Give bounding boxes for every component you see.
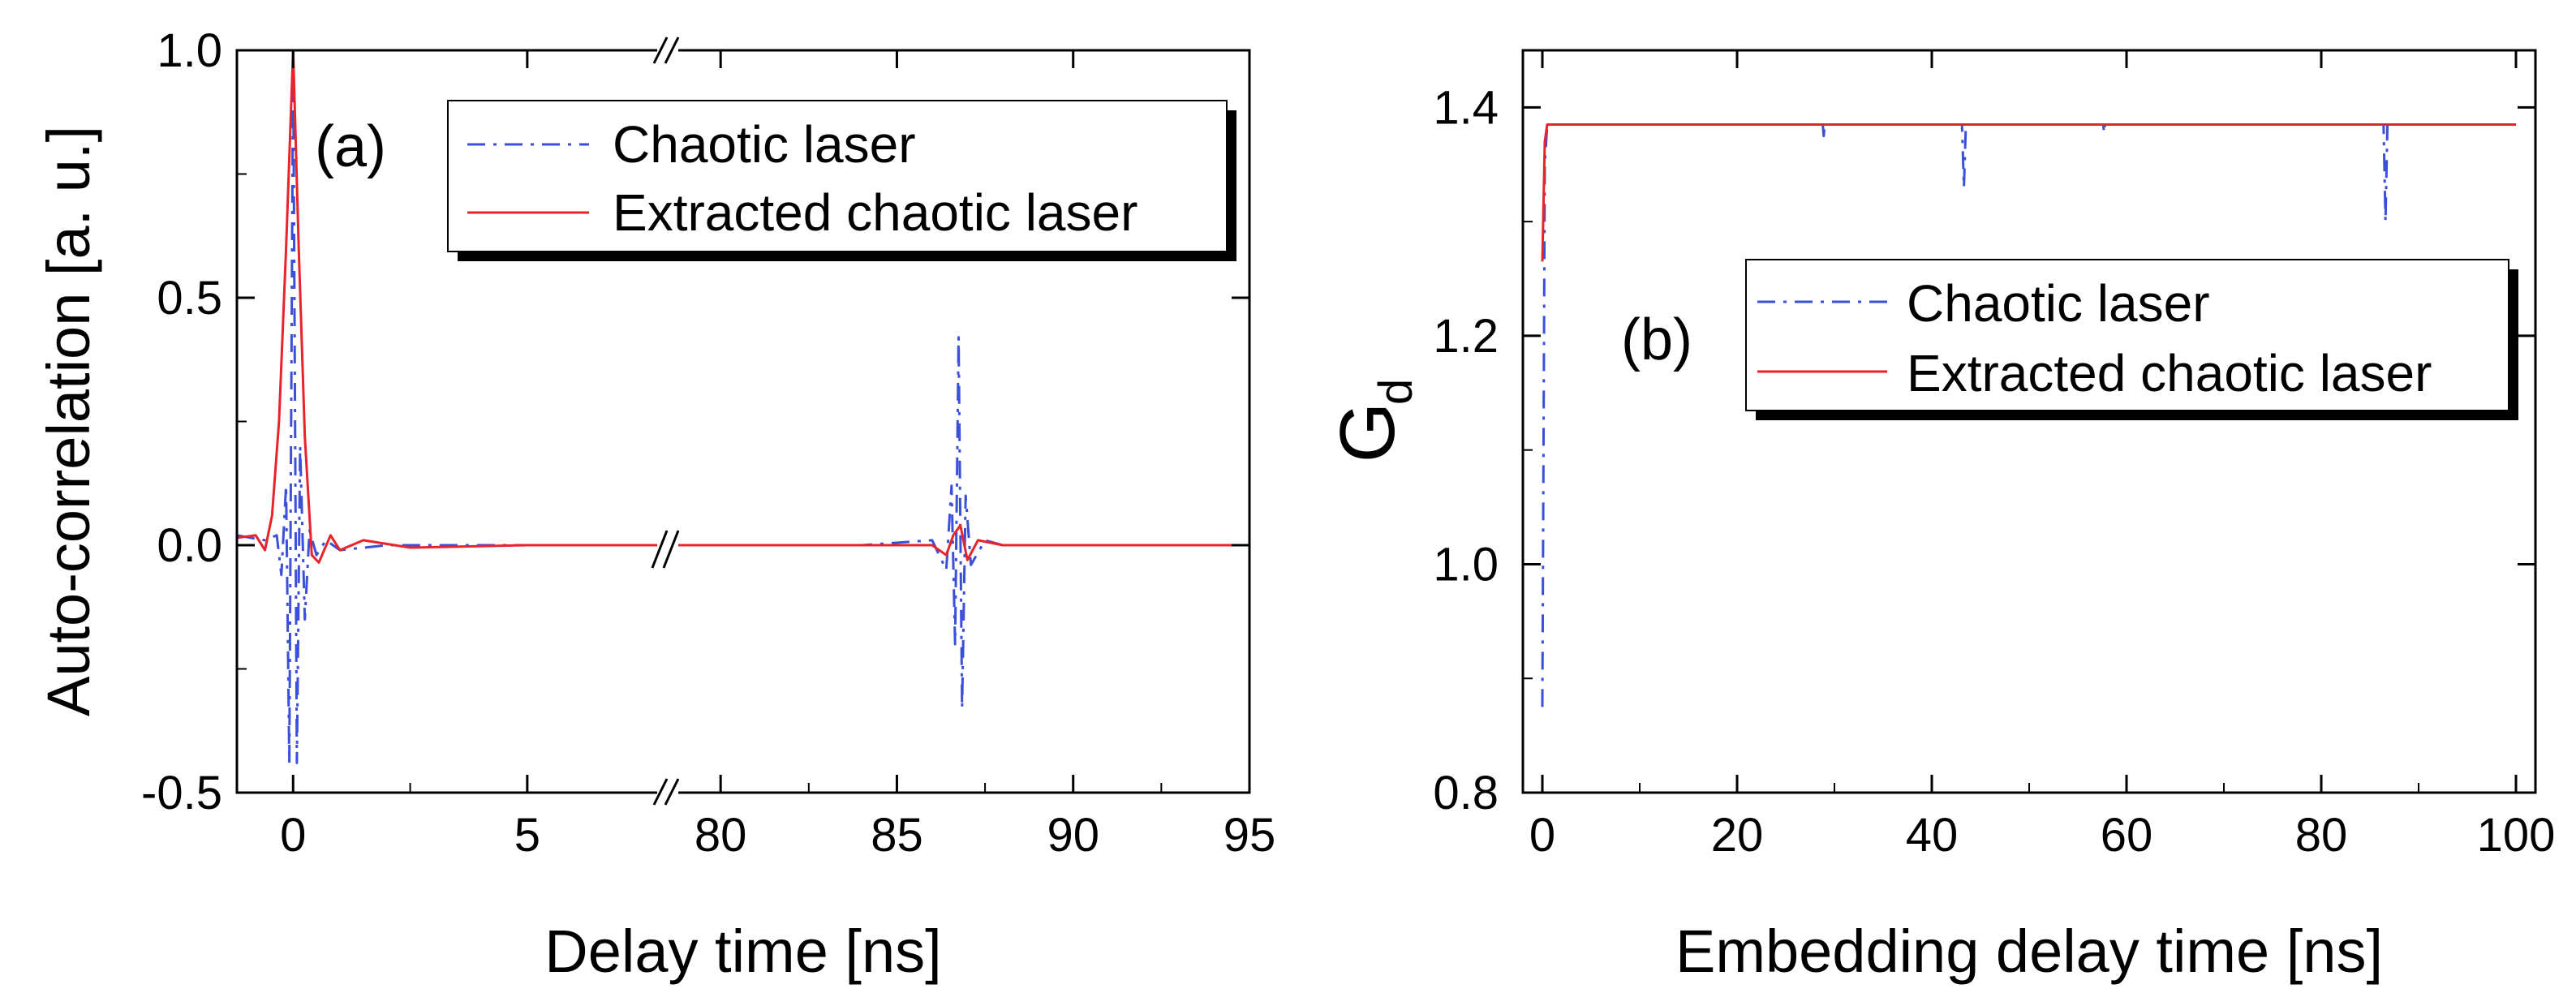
panel-a-ytick-label: 1.0 <box>157 24 222 77</box>
panel-a-x-axis-title: Delay time [ns] <box>544 918 941 985</box>
panel-b-ytick-label: 1.2 <box>1433 310 1499 363</box>
legend-label-extracted: Extracted chaotic laser <box>1907 344 2432 402</box>
panel-a-series-extracted-seg1 <box>237 50 668 564</box>
panel-a-ytick-label: 0.0 <box>157 519 222 572</box>
panel-b-legend: Chaotic laser Extracted chaotic laser <box>1745 259 2518 420</box>
panel-a-series-chaotic-seg1 <box>237 50 668 764</box>
panel-a-ticks: 0 5 80 85 90 95 -0.5 0.0 0.5 1.0 <box>141 24 1275 862</box>
panel-b-y-axis-title: G d <box>1324 379 1422 463</box>
panel-a-xtick-label: 95 <box>1223 809 1276 862</box>
panel-b-series-extracted <box>1541 123 2516 262</box>
legend-label-chaotic: Chaotic laser <box>1907 274 2210 333</box>
panel-b-legend-box <box>1745 259 2509 411</box>
panel-b-xtick-label: 60 <box>2101 809 2153 862</box>
panel-a-xtick-label: 0 <box>280 809 306 862</box>
panel-a-xtick-label: 90 <box>1047 809 1099 862</box>
panel-a-xtick-label: 85 <box>871 809 923 862</box>
panel-a-ytick-label: 0.5 <box>157 272 222 325</box>
panel-a-xtick-label: 5 <box>514 809 540 862</box>
chart-panel-a: 0 5 80 85 90 95 -0.5 0.0 0.5 1.0 (a) Chaotic lase… <box>35 24 1275 985</box>
panel-a-xtick-label: 80 <box>695 809 747 862</box>
panel-b-xtick-label: 100 <box>2477 809 2556 862</box>
panel-a-series-group <box>237 50 1249 764</box>
panel-a-series-extracted-seg2 <box>668 524 1249 561</box>
panel-b-ytick-label: 1.0 <box>1433 538 1499 591</box>
panel-b-xtick-label: 40 <box>1906 809 1959 862</box>
panel-b-xtick-label: 0 <box>1529 809 1555 862</box>
axis-break-middle <box>651 530 680 569</box>
panel-a-legend-box <box>447 100 1228 252</box>
legend-label-chaotic: Chaotic laser <box>613 115 916 174</box>
legend-label-extracted: Extracted chaotic laser <box>613 183 1137 242</box>
panel-a-ytick-label: -0.5 <box>141 767 222 819</box>
svg-text:d: d <box>1370 379 1422 405</box>
panel-b-label: (b) <box>1621 307 1692 372</box>
panel-b-ytick-label: 1.4 <box>1433 81 1499 134</box>
axis-break-bottom <box>652 778 680 806</box>
panel-a-label: (a) <box>315 114 386 179</box>
panel-a-y-axis-title: Auto-correlation [a. u.] <box>35 126 102 716</box>
panel-b-ytick-label: 0.8 <box>1433 767 1499 819</box>
panel-a-legend: Chaotic laser Extracted chaotic laser <box>447 100 1236 261</box>
panel-a-series-chaotic-seg2 <box>668 336 1249 710</box>
chart-panel-b: 0 20 40 60 80 100 0.8 1.0 1.2 1.4 (b) Chaotic las… <box>1324 49 2555 985</box>
axis-break-top <box>652 37 680 64</box>
panel-b-series-group <box>1541 123 2516 707</box>
svg-text:G: G <box>1324 402 1411 463</box>
panel-b-x-axis-title: Embedding delay time [ns] <box>1675 918 2383 985</box>
panel-b-ticks: 0 20 40 60 80 100 0.8 1.0 1.2 1.4 <box>1433 50 2555 862</box>
panel-b-xtick-label: 80 <box>2295 809 2348 862</box>
panel-b-xtick-label: 20 <box>1711 809 1764 862</box>
